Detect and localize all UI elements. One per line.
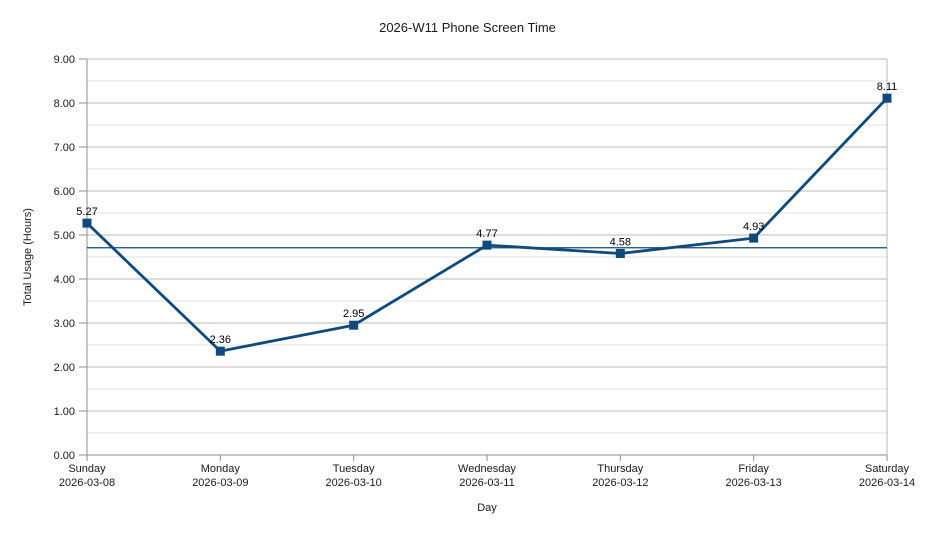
data-point-label: 4.58: [610, 236, 631, 248]
series-line: [85, 96, 889, 353]
data-point-marker: [215, 346, 225, 356]
x-tick-label-day: Tuesday: [333, 463, 375, 475]
y-tick-label: 3.00: [54, 318, 75, 330]
x-tick-label-day: Wednesday: [458, 463, 516, 475]
data-point-label: 2.36: [210, 334, 231, 346]
x-tick-label-date: 2026-03-12: [592, 477, 648, 489]
x-tick-label-day: Monday: [201, 463, 241, 475]
data-point-marker: [482, 240, 492, 250]
x-tick-label-day: Thursday: [597, 463, 643, 475]
x-tick-label-day: Sunday: [68, 463, 106, 475]
data-point-label: 2.95: [343, 308, 364, 320]
data-point-marker: [615, 248, 625, 258]
x-tick-label-date: 2026-03-11: [459, 477, 514, 489]
x-tick-label-date: 2026-03-13: [726, 477, 782, 489]
data-point-label: 5.27: [76, 206, 97, 218]
y-tick-label: 9.00: [54, 54, 75, 66]
y-tick-label: 4.00: [54, 274, 75, 286]
y-tick-label: 8.00: [54, 98, 75, 110]
data-point-label: 8.11: [877, 81, 898, 93]
x-tick-label-day: Saturday: [865, 463, 910, 475]
y-tick-label: 2.00: [54, 362, 75, 374]
data-point-label: 4.93: [743, 221, 764, 233]
y-tick-label: 5.00: [54, 230, 75, 242]
chart-title: 2026-W11 Phone Screen Time: [379, 20, 556, 35]
y-tick-label: 7.00: [54, 142, 75, 154]
x-tick-label-date: 2026-03-08: [59, 477, 115, 489]
y-tick-label: 6.00: [54, 186, 75, 198]
data-point-label: 4.77: [476, 228, 497, 240]
y-tick-label: 0.00: [54, 450, 75, 462]
x-tick-label-day: Friday: [738, 463, 769, 475]
data-point-marker: [82, 218, 92, 228]
data-point-marker: [882, 93, 892, 103]
x-axis-title: Day: [477, 502, 497, 514]
y-tick-label: 1.00: [54, 406, 75, 418]
x-tick-label-date: 2026-03-10: [326, 477, 382, 489]
data-point-marker: [749, 233, 759, 243]
x-tick-label-date: 2026-03-14: [859, 477, 915, 489]
x-tick-label-date: 2026-03-09: [192, 477, 248, 489]
data-point-marker: [349, 320, 359, 330]
